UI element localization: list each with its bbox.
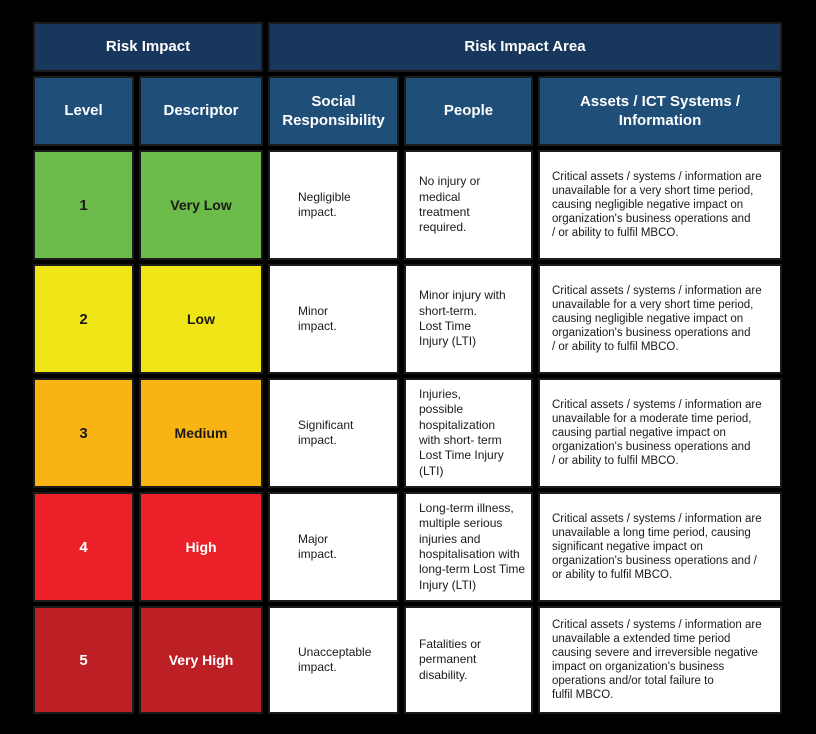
column-header-people: People (404, 76, 533, 146)
descriptor-cell-high: High (139, 492, 263, 602)
people-cell-row-5: Fatalities or permanent disability. (404, 606, 533, 714)
social-responsibility-cell-row-5: Unacceptable impact. (268, 606, 399, 714)
assets-cell-row-2: Critical assets / systems / information … (538, 264, 782, 374)
people-cell-row-3: Injuries, possible hospitalization with … (404, 378, 533, 488)
social-responsibility-cell-row-4: Major impact. (268, 492, 399, 602)
descriptor-cell-low: Low (139, 264, 263, 374)
descriptor-cell-very-high: Very High (139, 606, 263, 714)
column-header-social-responsibility: Social Responsibility (268, 76, 399, 146)
column-header-descriptor: Descriptor (139, 76, 263, 146)
people-cell-row-4: Long-term illness, multiple serious inju… (404, 492, 533, 602)
header-group-risk-impact: Risk Impact (33, 22, 263, 72)
descriptor-cell-very-low: Very Low (139, 150, 263, 260)
header-group-risk-impact-area: Risk Impact Area (268, 22, 782, 72)
assets-cell-row-5: Critical assets / systems / information … (538, 606, 782, 714)
assets-cell-row-1: Critical assets / systems / information … (538, 150, 782, 260)
level-cell-4: 4 (33, 492, 134, 602)
social-responsibility-cell-row-2: Minor impact. (268, 264, 399, 374)
assets-cell-row-4: Critical assets / systems / information … (538, 492, 782, 602)
assets-cell-row-3: Critical assets / systems / information … (538, 378, 782, 488)
level-cell-5: 5 (33, 606, 134, 714)
level-cell-1: 1 (33, 150, 134, 260)
people-cell-row-1: No injury or medical treatment required. (404, 150, 533, 260)
social-responsibility-cell-row-1: Negligible impact. (268, 150, 399, 260)
descriptor-cell-medium: Medium (139, 378, 263, 488)
people-cell-row-2: Minor injury with short-term. Lost Time … (404, 264, 533, 374)
column-header-assets-ict-systems-information: Assets / ICT Systems / Information (538, 76, 782, 146)
level-cell-3: 3 (33, 378, 134, 488)
risk-impact-matrix: Risk Impact Risk Impact Area Level Descr… (33, 22, 782, 714)
social-responsibility-cell-row-3: Significant impact. (268, 378, 399, 488)
column-header-level: Level (33, 76, 134, 146)
level-cell-2: 2 (33, 264, 134, 374)
